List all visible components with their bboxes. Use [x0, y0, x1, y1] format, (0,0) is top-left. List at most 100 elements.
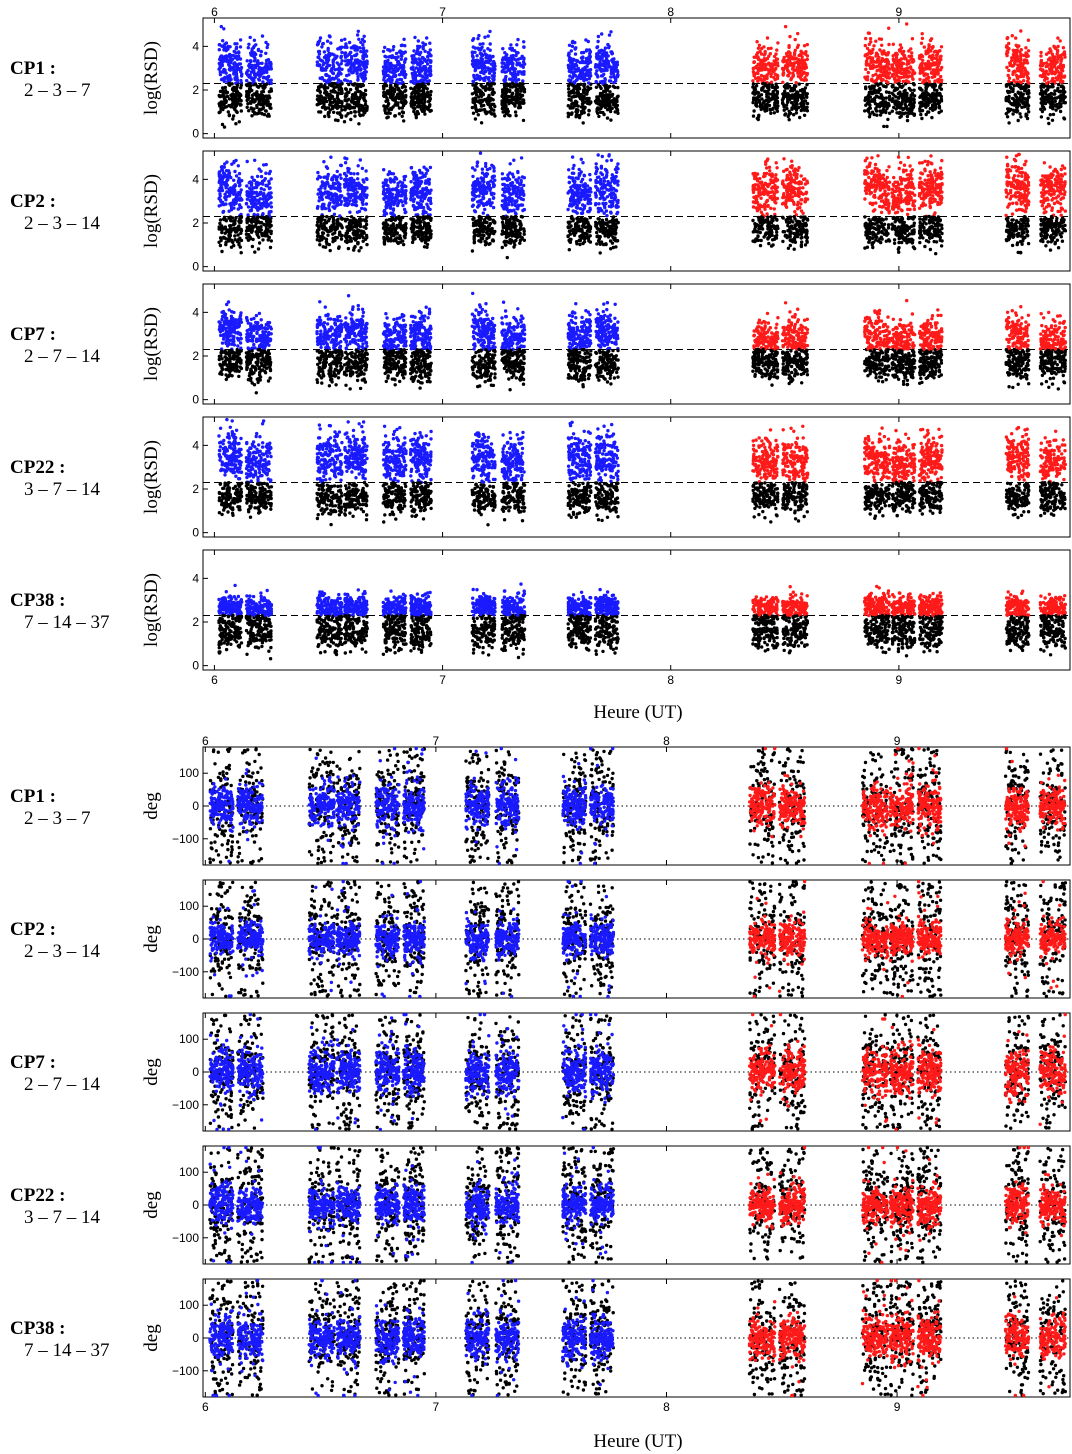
data-point: [585, 49, 588, 52]
data-point: [428, 79, 431, 82]
data-point: [353, 69, 356, 72]
data-point: [567, 94, 570, 97]
data-point: [359, 114, 362, 117]
data-point: [570, 60, 573, 63]
data-point: [393, 114, 396, 117]
data-point: [517, 84, 520, 87]
data-point: [258, 78, 261, 81]
data-point: [365, 65, 368, 68]
data-point: [346, 103, 349, 106]
data-point: [428, 52, 431, 55]
data-point: [487, 61, 490, 64]
data-point: [269, 62, 272, 65]
data-point: [397, 67, 400, 70]
data-point: [508, 62, 511, 65]
data-point: [479, 102, 482, 105]
data-point: [267, 113, 270, 116]
data-point: [365, 49, 368, 52]
data-point: [387, 115, 390, 118]
data-point: [340, 92, 343, 95]
data-point: [500, 99, 503, 102]
data-point: [365, 105, 368, 108]
data-point: [503, 85, 506, 88]
data-point: [522, 58, 525, 61]
data-point: [510, 54, 513, 57]
data-point: [317, 64, 320, 67]
data-point: [478, 109, 481, 112]
data-point: [582, 89, 585, 92]
data-point: [357, 110, 360, 113]
data-point: [575, 68, 578, 71]
data-point: [239, 38, 242, 41]
data-point: [222, 95, 225, 98]
data-point: [471, 50, 474, 53]
data-point: [218, 104, 221, 107]
data-point: [392, 75, 395, 78]
data-point: [589, 68, 592, 71]
data-point: [483, 108, 486, 111]
data-point: [478, 43, 481, 46]
data-point: [347, 98, 350, 101]
data-point: [246, 96, 249, 99]
data-point: [586, 102, 589, 105]
data-point: [414, 112, 417, 115]
data-point: [580, 51, 583, 54]
data-point: [399, 96, 402, 99]
data-point: [515, 51, 518, 54]
data-point: [221, 86, 224, 89]
data-point: [487, 77, 490, 80]
data-point: [391, 89, 394, 92]
data-point: [252, 107, 255, 110]
data-point: [501, 110, 504, 113]
data-point: [261, 112, 264, 115]
data-point: [515, 43, 518, 46]
data-point: [232, 69, 235, 72]
data-point: [487, 100, 490, 103]
data-point: [391, 78, 394, 81]
data-point: [475, 108, 478, 111]
data-point: [258, 108, 261, 111]
data-point: [473, 62, 476, 65]
data-point: [228, 74, 231, 77]
data-point: [573, 47, 576, 50]
data-point: [582, 105, 585, 108]
data-point: [258, 69, 261, 72]
data-point: [362, 46, 365, 49]
data-point: [429, 59, 432, 62]
data-point: [323, 79, 326, 82]
data-point: [250, 114, 253, 117]
data-point: [506, 59, 509, 62]
data-point: [569, 105, 572, 108]
data-point: [481, 42, 484, 45]
data-point: [330, 67, 333, 70]
data-point: [396, 78, 399, 81]
data-point: [249, 73, 252, 76]
data-point: [390, 96, 393, 99]
data-point: [237, 67, 240, 70]
data-point: [491, 55, 494, 58]
data-point: [471, 56, 474, 59]
data-point: [568, 67, 571, 70]
data-point: [426, 95, 429, 98]
data-point: [568, 91, 571, 94]
data-point: [349, 118, 352, 121]
data-point: [579, 93, 582, 96]
data-point: [417, 112, 420, 115]
data-point: [473, 99, 476, 102]
data-point: [344, 44, 347, 47]
data-point: [428, 42, 431, 45]
data-point: [401, 64, 404, 67]
y-axis-label: log(RSD): [141, 41, 162, 115]
data-point: [357, 98, 360, 101]
data-point: [265, 59, 268, 62]
data-point: [233, 88, 236, 91]
data-point: [387, 102, 390, 105]
data-point: [516, 90, 519, 93]
data-point: [258, 75, 261, 78]
data-point: [587, 81, 590, 84]
data-point: [251, 78, 254, 81]
data-point: [514, 79, 517, 82]
y-tick-label: 0: [192, 127, 199, 141]
data-point: [332, 90, 335, 93]
data-point: [586, 85, 589, 88]
